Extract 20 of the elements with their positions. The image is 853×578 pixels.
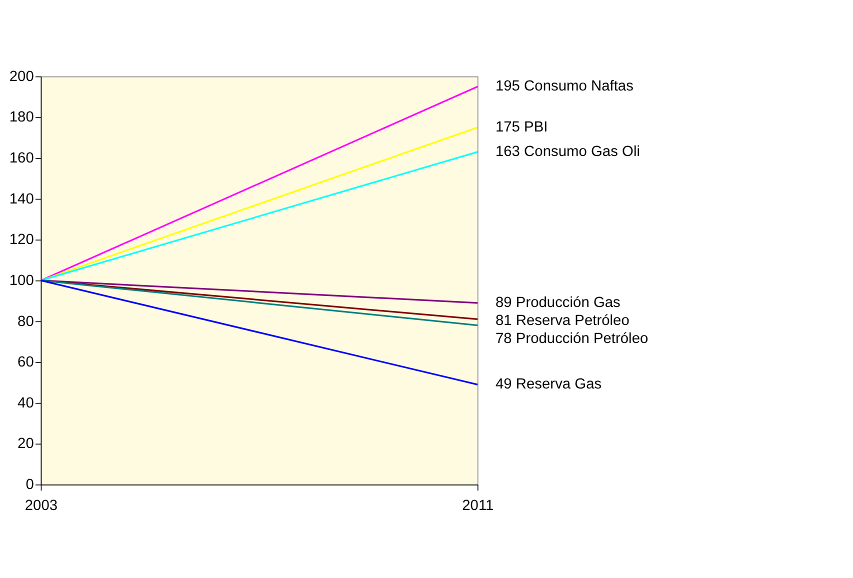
y-tick-label: 200 xyxy=(9,68,34,85)
y-tick-label: 80 xyxy=(18,314,34,330)
y-tick-label: 20 xyxy=(18,436,34,452)
text: 78 Producción Petróleo xyxy=(495,330,648,347)
y-tick-label: 120 xyxy=(9,232,34,248)
text: 163 Consumo Gas Oli xyxy=(495,144,640,160)
text: 81 Reserva Petróleo xyxy=(495,312,630,329)
text: 195 Consumo Naftas xyxy=(495,78,634,95)
x-tick-label: 2003 xyxy=(24,498,58,514)
y-tick-label: 60 xyxy=(18,354,34,371)
y-tick-label: 160 xyxy=(9,150,34,167)
y-tick-label: 140 xyxy=(9,191,34,208)
x-tick-label: 2011 xyxy=(462,498,494,514)
y-tick-label: 180 xyxy=(9,110,34,126)
text: 89 Producción Gas xyxy=(495,295,620,311)
text: 175 PBI xyxy=(495,120,548,136)
y-tick-label: 100 xyxy=(9,272,34,289)
text: 49 Reserva Gas xyxy=(495,376,602,393)
y-tick-label: 40 xyxy=(18,395,34,412)
y-tick-label: 0 xyxy=(26,477,34,494)
